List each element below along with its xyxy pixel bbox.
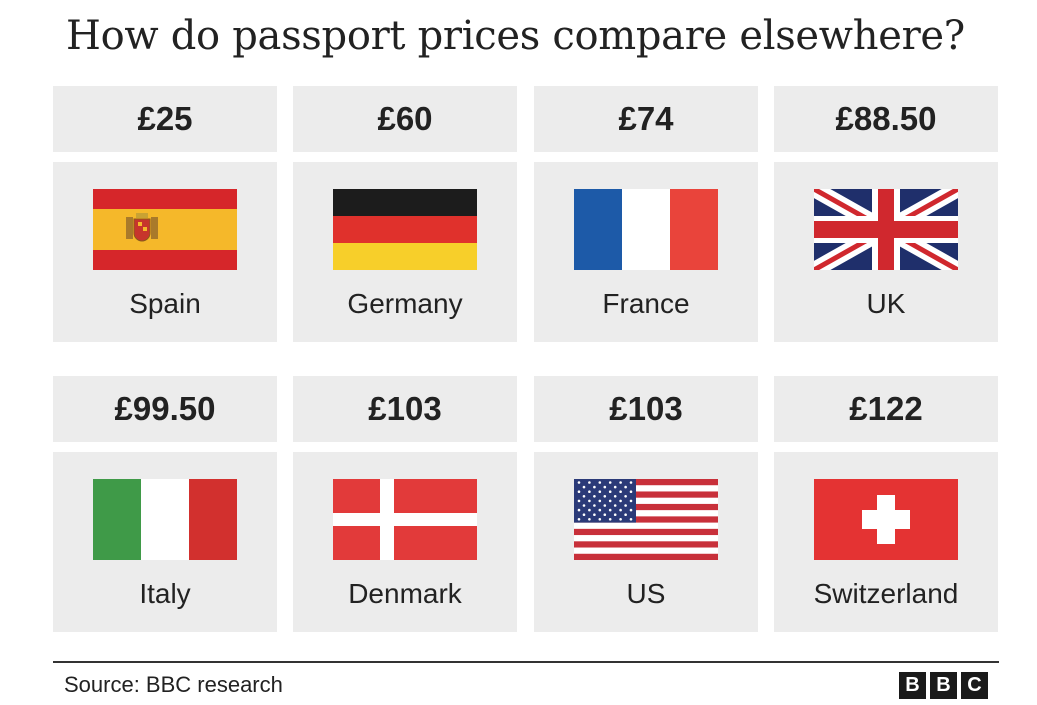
source-note: Source: BBC research [64,672,283,697]
price-label-uk: £88.50 [774,86,998,152]
country-card-switzerland: Switzerland [774,452,998,632]
switzerland-flag-icon [814,479,958,560]
france-flag-icon [574,189,718,270]
spain-flag-icon [93,189,237,270]
country-card-germany: Germany [293,162,517,342]
us-flag-icon [574,479,718,561]
germany-flag-icon [333,189,477,270]
country-card-spain: Spain [53,162,277,342]
country-card-denmark: Denmark [293,452,517,632]
italy-flag-icon [93,479,237,560]
price-label-switzerland: £122 [774,376,998,442]
country-label-switzerland: Switzerland [813,578,959,609]
price-label-us: £103 [534,376,758,442]
price-label-france: £74 [534,86,758,152]
denmark-flag-icon [333,479,477,560]
country-label-spain: Spain [129,288,201,319]
country-label-uk: UK [866,288,906,319]
uk-flag-icon [810,182,962,277]
price-label-denmark: £103 [293,376,517,442]
country-card-france: France [534,162,758,342]
country-label-france: France [602,288,690,319]
price-label-italy: £99.50 [53,376,277,442]
country-card-italy: Italy [53,452,277,632]
bbc-logo-letter: B [899,672,926,699]
country-label-denmark: Denmark [348,578,462,609]
country-card-uk: UK [774,162,998,342]
country-label-us: US [626,578,666,609]
footer-divider [53,661,999,663]
chart-title: How do passport prices compare elsewhere… [66,13,965,59]
price-label-spain: £25 [53,86,277,152]
bbc-logo-letter: C [961,672,988,699]
bbc-logo-letter: B [930,672,957,699]
price-label-germany: £60 [293,86,517,152]
country-label-italy: Italy [139,578,191,609]
country-label-germany: Germany [347,288,463,319]
country-card-us: US [534,452,758,632]
bbc-logo: B B C [899,672,988,699]
